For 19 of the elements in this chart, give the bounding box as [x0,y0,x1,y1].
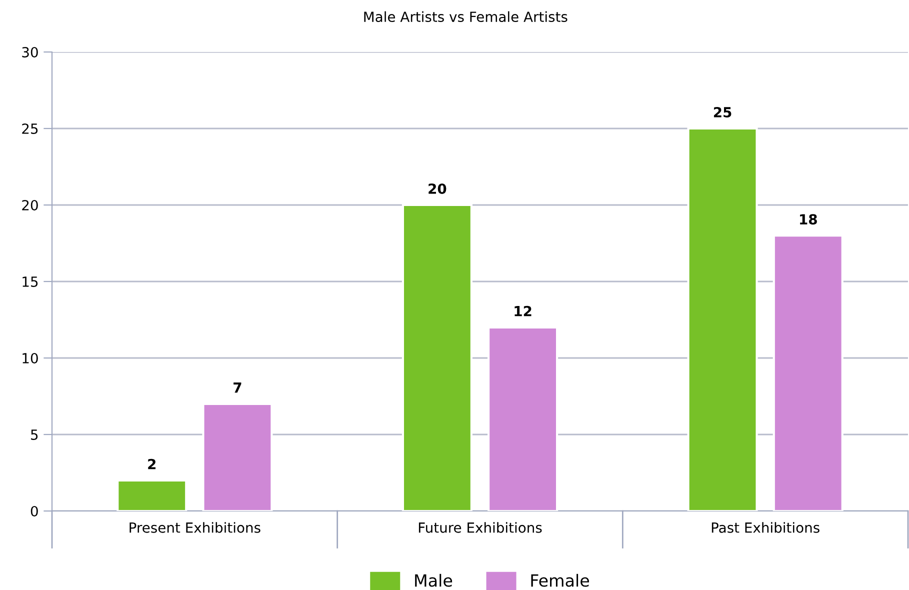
y-tick-label: 20 [22,200,38,210]
y-tick-label: 5 [31,430,38,440]
y-tick-label: 0 [30,506,38,516]
data-label: 18 [800,214,817,225]
legend-label: Male [415,574,452,587]
x-tick-label: Past Exhibitions [712,522,820,533]
data-label: 2 [148,458,156,470]
data-label: 7 [234,382,242,393]
x-tick-label: Present Exhibitions [130,522,260,533]
data-label: 20 [428,183,446,194]
y-tick-label: 10 [22,352,38,364]
data-label: 25 [714,106,732,118]
y-tick-label: 30 [22,46,38,58]
data-label: 12 [514,306,532,316]
legend-label: Female [531,574,589,587]
x-tick-label: Future Exhibitions [418,522,542,533]
y-tick-label: 25 [22,123,38,134]
chart-title: Male Artists vs Female Artists [364,11,568,22]
y-tick-label: 15 [22,276,38,287]
